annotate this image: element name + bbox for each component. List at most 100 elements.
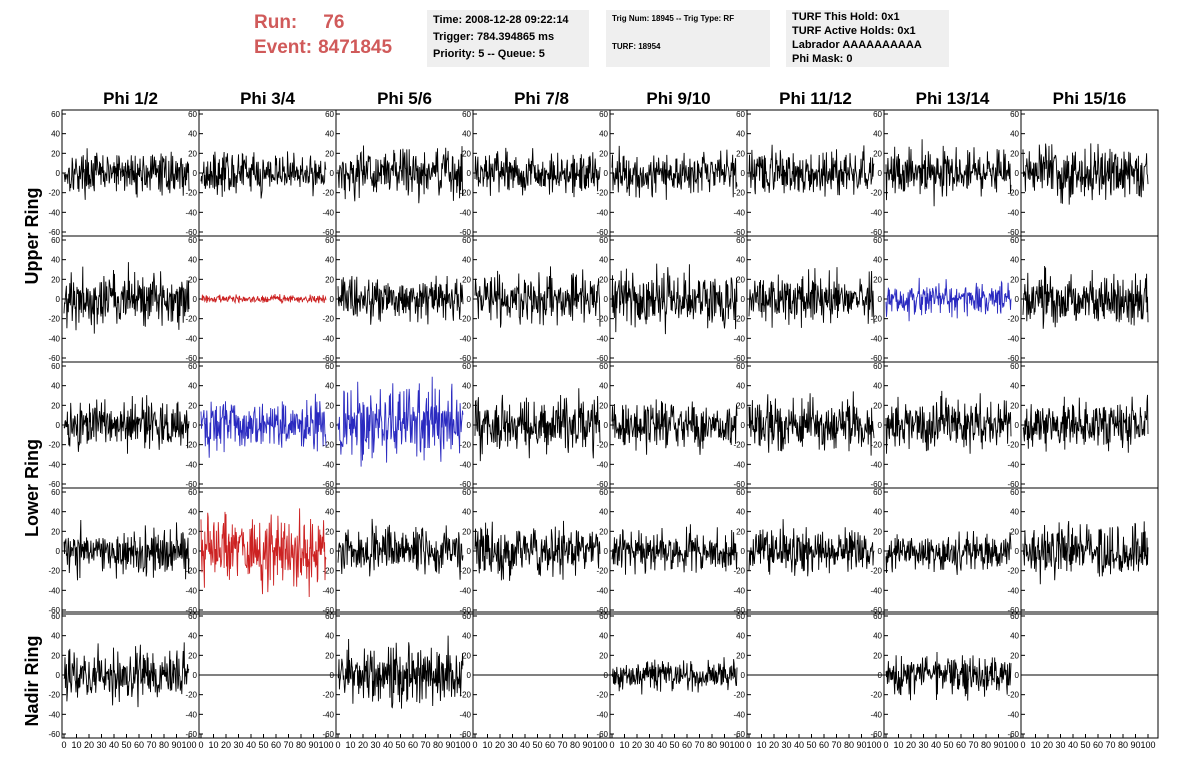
y-tick-label: -40 — [1007, 586, 1019, 595]
y-tick-label: -20 — [459, 691, 471, 700]
y-tick-label: 60 — [1010, 488, 1019, 497]
x-tick-label: 80 — [1118, 740, 1128, 750]
waveform-trace — [63, 262, 190, 334]
y-tick-label: -40 — [733, 208, 745, 217]
y-tick-label: -40 — [1007, 208, 1019, 217]
y-tick-label: -60 — [459, 730, 471, 739]
y-tick-label: 60 — [188, 236, 197, 245]
waveform-trace — [63, 148, 190, 200]
x-tick-label: 80 — [707, 740, 717, 750]
waveform-trace — [748, 391, 875, 456]
y-tick-label: 60 — [873, 488, 882, 497]
y-tick-label: 40 — [188, 632, 197, 641]
y-tick-label: -20 — [185, 315, 197, 324]
x-tick-label: 70 — [420, 740, 430, 750]
waveform-trace — [337, 145, 464, 204]
x-tick-label: 60 — [545, 740, 555, 750]
y-tick-label: -60 — [322, 480, 334, 489]
x-tick-label: 0 — [609, 740, 614, 750]
y-tick-label: 40 — [599, 508, 608, 517]
x-tick-label: 60 — [271, 740, 281, 750]
waveform-trace — [337, 635, 464, 709]
x-tick-label: 10 — [208, 740, 218, 750]
y-tick-label: 40 — [599, 130, 608, 139]
y-tick-label: 20 — [1010, 527, 1019, 536]
x-tick-label: 30 — [918, 740, 928, 750]
x-tick-label: 20 — [906, 740, 916, 750]
x-tick-label: 20 — [769, 740, 779, 750]
y-tick-label: -20 — [733, 189, 745, 198]
x-tick-label: 0 — [1020, 740, 1025, 750]
y-tick-label: -20 — [870, 189, 882, 198]
turf-active-line: TURF Active Holds: 0x1 — [792, 25, 916, 37]
y-tick-label: 60 — [599, 488, 608, 497]
y-tick-label: -60 — [870, 730, 882, 739]
y-tick-label: -60 — [459, 228, 471, 237]
y-tick-label: 0 — [467, 295, 472, 304]
x-tick-label: 10 — [893, 740, 903, 750]
y-tick-label: 20 — [51, 527, 60, 536]
y-tick-label: 20 — [599, 401, 608, 410]
waveform-trace — [885, 390, 1012, 454]
y-tick-label: 60 — [873, 362, 882, 371]
x-tick-label: 10 — [1030, 740, 1040, 750]
y-tick-label: -20 — [459, 567, 471, 576]
x-tick-label: 20 — [221, 740, 231, 750]
panel-frame — [746, 109, 885, 237]
y-tick-label: 0 — [878, 671, 883, 680]
y-tick-label: -60 — [322, 354, 334, 363]
y-tick-label: 0 — [467, 169, 472, 178]
x-tick-label: 40 — [520, 740, 530, 750]
y-tick-label: 60 — [599, 236, 608, 245]
y-tick-label: 20 — [873, 275, 882, 284]
x-tick-label: 100 — [729, 740, 744, 750]
y-tick-label: 20 — [1010, 149, 1019, 158]
y-tick-label: 20 — [188, 275, 197, 284]
y-tick-label: -20 — [48, 315, 60, 324]
y-tick-label: -20 — [322, 691, 334, 700]
y-tick-label: 60 — [736, 488, 745, 497]
x-tick-label: 30 — [233, 740, 243, 750]
y-tick-label: 20 — [325, 149, 334, 158]
y-tick-label: 60 — [1010, 612, 1019, 621]
y-tick-label: -40 — [48, 208, 60, 217]
x-tick-label: 80 — [296, 740, 306, 750]
y-tick-label: 60 — [1010, 362, 1019, 371]
y-tick-label: 20 — [462, 527, 471, 536]
y-tick-label: -20 — [733, 567, 745, 576]
y-tick-label: 40 — [462, 130, 471, 139]
x-tick-label: 10 — [619, 740, 629, 750]
waveform-trace — [885, 651, 1012, 701]
x-tick-label: 80 — [570, 740, 580, 750]
y-tick-label: 60 — [462, 236, 471, 245]
x-tick-label: 90 — [993, 740, 1003, 750]
y-tick-label: 0 — [330, 295, 335, 304]
y-tick-label: -40 — [870, 710, 882, 719]
waveform-trace — [1022, 265, 1149, 329]
column-header: Phi 3/4 — [240, 89, 295, 108]
y-tick-label: 0 — [193, 169, 198, 178]
y-tick-label: 40 — [188, 130, 197, 139]
x-tick-label: 10 — [482, 740, 492, 750]
y-tick-label: -60 — [596, 730, 608, 739]
x-tick-label: 90 — [719, 740, 729, 750]
x-tick-label: 30 — [96, 740, 106, 750]
x-tick-label: 100 — [318, 740, 333, 750]
y-tick-label: -20 — [596, 315, 608, 324]
x-tick-label: 10 — [71, 740, 81, 750]
x-tick-label: 0 — [883, 740, 888, 750]
x-tick-label: 30 — [781, 740, 791, 750]
y-tick-label: 40 — [1010, 130, 1019, 139]
y-tick-label: -40 — [733, 460, 745, 469]
y-tick-label: 20 — [51, 401, 60, 410]
y-tick-label: 0 — [56, 547, 61, 556]
y-tick-label: -20 — [1007, 441, 1019, 450]
y-tick-label: -20 — [322, 567, 334, 576]
y-tick-label: 20 — [462, 149, 471, 158]
waveform-trace — [474, 147, 601, 198]
waveform-trace — [611, 399, 738, 455]
y-tick-label: -40 — [185, 586, 197, 595]
y-tick-label: -60 — [733, 480, 745, 489]
x-tick-label: 70 — [968, 740, 978, 750]
y-tick-label: 20 — [1010, 651, 1019, 660]
